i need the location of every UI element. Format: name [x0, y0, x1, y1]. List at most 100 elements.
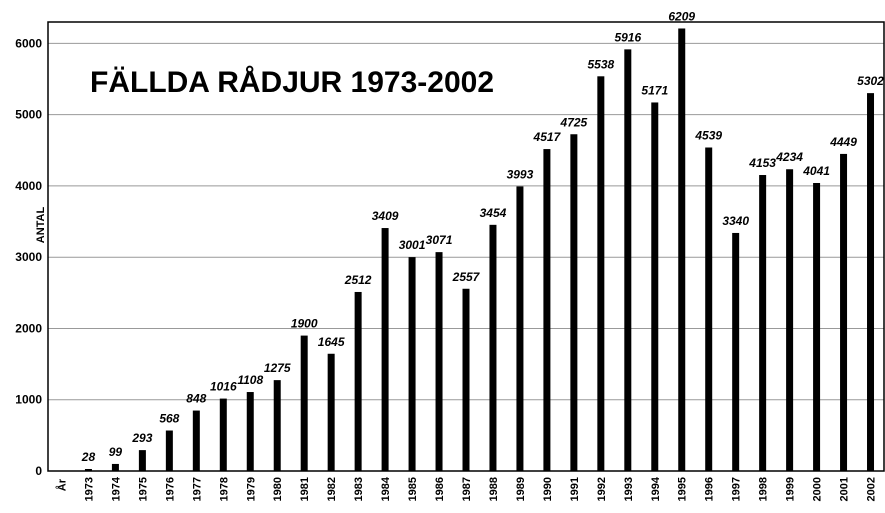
- y-tick-label: 4000: [15, 179, 42, 193]
- y-tick-label: 2000: [15, 321, 42, 335]
- value-label: 3993: [507, 167, 534, 181]
- value-label: 5916: [614, 30, 641, 44]
- x-tick-label: 1983: [353, 477, 365, 501]
- x-tick-label: 1986: [434, 477, 446, 501]
- x-tick-label: 1999: [785, 477, 797, 501]
- x-tick-label: 1973: [83, 477, 95, 501]
- y-axis-label: ANTAL: [35, 207, 47, 244]
- value-label: 5302: [857, 74, 884, 88]
- chart-title: FÄLLDA RÅDJUR 1973-2002: [90, 66, 494, 99]
- y-tick-label: 6000: [15, 36, 42, 50]
- bar: [570, 134, 578, 471]
- bar: [435, 252, 443, 471]
- bar: [462, 288, 470, 471]
- x-tick-label: 2000: [812, 477, 824, 501]
- x-tick-label: 1974: [110, 476, 122, 501]
- value-label: 293: [131, 431, 152, 445]
- value-label: 2512: [344, 273, 372, 287]
- bar: [516, 186, 524, 471]
- value-label: 3409: [372, 209, 399, 223]
- bar: [84, 469, 92, 471]
- value-label: 3340: [722, 214, 749, 228]
- x-axis-label: År: [55, 478, 68, 491]
- y-tick-label: 0: [35, 464, 42, 478]
- bar: [408, 257, 416, 471]
- x-tick-label: 1981: [299, 477, 311, 501]
- x-tick-label: 1991: [569, 477, 581, 501]
- x-tick-label: 1985: [407, 477, 419, 501]
- value-label: 2557: [452, 270, 481, 284]
- x-tick-label: 1987: [461, 477, 473, 501]
- bar: [192, 410, 200, 471]
- x-tick-label: 2001: [839, 477, 851, 501]
- value-label: 4449: [829, 135, 857, 149]
- value-label: 4517: [533, 130, 562, 144]
- x-tick-label: 1979: [245, 477, 257, 501]
- value-label: 568: [159, 412, 179, 426]
- y-tick-label: 5000: [15, 108, 42, 122]
- x-tick-label: 1977: [191, 477, 203, 501]
- value-label: 4153: [748, 156, 776, 170]
- bar: [813, 182, 821, 471]
- bar: [786, 169, 794, 472]
- value-label: 4041: [802, 164, 830, 178]
- x-tick-label: 1992: [596, 477, 608, 501]
- x-tick-label: 1989: [515, 477, 527, 501]
- bar: [354, 291, 362, 471]
- value-label: 1275: [264, 361, 291, 375]
- y-tick-label: 3000: [15, 250, 42, 264]
- x-tick-label: 1975: [137, 477, 149, 501]
- value-label: 1016: [210, 380, 237, 394]
- value-label: 4539: [694, 129, 722, 143]
- bar: [138, 450, 146, 471]
- x-tick-label: 1980: [272, 477, 284, 501]
- bar: [678, 28, 686, 471]
- bar: [543, 149, 551, 471]
- bar: [219, 398, 227, 471]
- value-label: 4234: [775, 150, 803, 164]
- bar: [705, 147, 713, 471]
- bar: [111, 463, 119, 471]
- bar: [273, 380, 281, 471]
- bar: [165, 430, 173, 471]
- x-tick-label: 1984: [380, 476, 392, 501]
- y-tick-label: 1000: [15, 393, 42, 407]
- x-tick-label: 1976: [164, 477, 176, 501]
- bar: [840, 153, 848, 471]
- x-tick-label: 2002: [866, 477, 878, 501]
- x-tick-label: 1990: [542, 477, 554, 501]
- value-label: 1645: [318, 335, 345, 349]
- bar: [651, 102, 659, 471]
- value-label: 1900: [291, 317, 318, 331]
- x-tick-label: 1978: [218, 477, 230, 501]
- x-tick-label: 1993: [623, 477, 635, 501]
- x-tick-label: 1998: [758, 477, 770, 501]
- bar: [300, 335, 308, 471]
- value-label: 3454: [480, 206, 507, 220]
- bar: [327, 353, 335, 471]
- x-tick-label: 1997: [731, 477, 743, 501]
- value-label: 5171: [641, 83, 668, 97]
- value-label: 3001: [399, 238, 426, 252]
- bar: [624, 49, 632, 472]
- x-tick-label: 1995: [677, 477, 689, 501]
- value-label: 3071: [426, 233, 453, 247]
- bar: [381, 228, 389, 471]
- x-tick-label: 1982: [326, 477, 338, 501]
- value-label: 848: [186, 392, 206, 406]
- x-tick-label: 1988: [488, 477, 500, 501]
- value-label: 28: [81, 450, 96, 464]
- value-label: 1108: [237, 373, 263, 387]
- value-label: 99: [109, 445, 123, 459]
- bar: [246, 392, 254, 471]
- bar: [732, 232, 740, 471]
- value-label: 4725: [560, 115, 588, 129]
- x-tick-label: 1994: [650, 476, 662, 501]
- value-label: 5538: [587, 57, 614, 71]
- bar: [867, 93, 875, 471]
- bar: [597, 76, 605, 471]
- value-label: 6209: [668, 9, 695, 23]
- x-tick-label: 1996: [704, 477, 716, 501]
- bar: [759, 175, 767, 471]
